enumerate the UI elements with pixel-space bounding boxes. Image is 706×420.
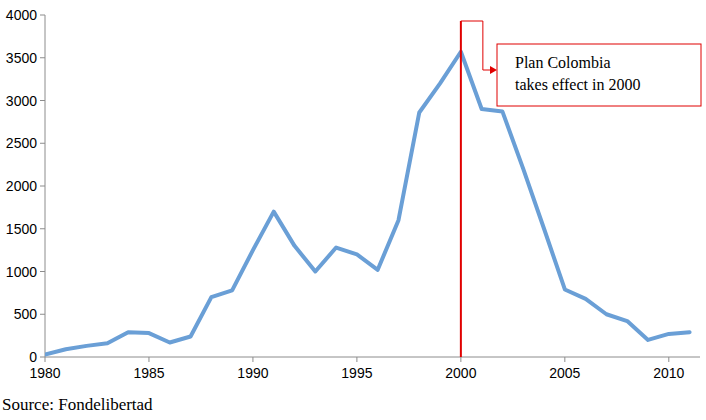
x-tick-label: 2010 — [653, 365, 684, 381]
x-tick-label: 2005 — [549, 365, 580, 381]
annotation-text: Plan Colombia — [515, 54, 611, 71]
annotation-line — [460, 21, 462, 357]
y-tick-label: 2500 — [6, 135, 37, 151]
y-tick-label: 3000 — [6, 93, 37, 109]
annotation-text: takes effect in 2000 — [515, 76, 640, 93]
y-tick — [40, 143, 45, 144]
y-tick-label: 3500 — [6, 50, 37, 66]
y-tick-label: 1500 — [6, 221, 37, 237]
y-tick — [40, 228, 45, 229]
x-tick — [460, 357, 461, 362]
x-tick-label: 2000 — [445, 365, 476, 381]
x-tick-label: 1990 — [237, 365, 268, 381]
source-note: Source: Fondelibertad — [2, 395, 153, 414]
y-tick — [40, 57, 45, 58]
x-tick-label: 1980 — [29, 365, 60, 381]
y-tick-label: 0 — [29, 349, 37, 365]
y-tick — [40, 314, 45, 315]
x-tick — [45, 357, 46, 362]
annotation-arrowhead — [490, 66, 497, 74]
y-tick-label: 500 — [14, 306, 38, 322]
y-tick-label: 2000 — [6, 178, 37, 194]
y-tick — [40, 186, 45, 187]
chart-container: 0 500 1000 1500 2000 2500 3000 3500 4000 1980 1985… — [0, 0, 706, 420]
y-tick — [40, 15, 45, 16]
y-axis — [45, 15, 46, 357]
x-tick — [356, 357, 357, 362]
x-tick — [668, 357, 669, 362]
y-tick-label: 1000 — [6, 264, 37, 280]
y-tick — [40, 271, 45, 272]
x-tick — [252, 357, 253, 362]
y-tick — [40, 100, 45, 101]
x-tick-label: 1985 — [133, 365, 164, 381]
annotation-box — [497, 44, 701, 106]
chart-svg: 0 500 1000 1500 2000 2500 3000 3500 4000 1980 1985… — [0, 0, 706, 420]
x-axis — [45, 357, 700, 358]
x-tick — [148, 357, 149, 362]
annotation-connector — [461, 21, 491, 70]
y-tick-label: 4000 — [6, 7, 37, 23]
y-tick — [40, 357, 45, 358]
x-tick — [564, 357, 565, 362]
x-tick-label: 1995 — [341, 365, 372, 381]
